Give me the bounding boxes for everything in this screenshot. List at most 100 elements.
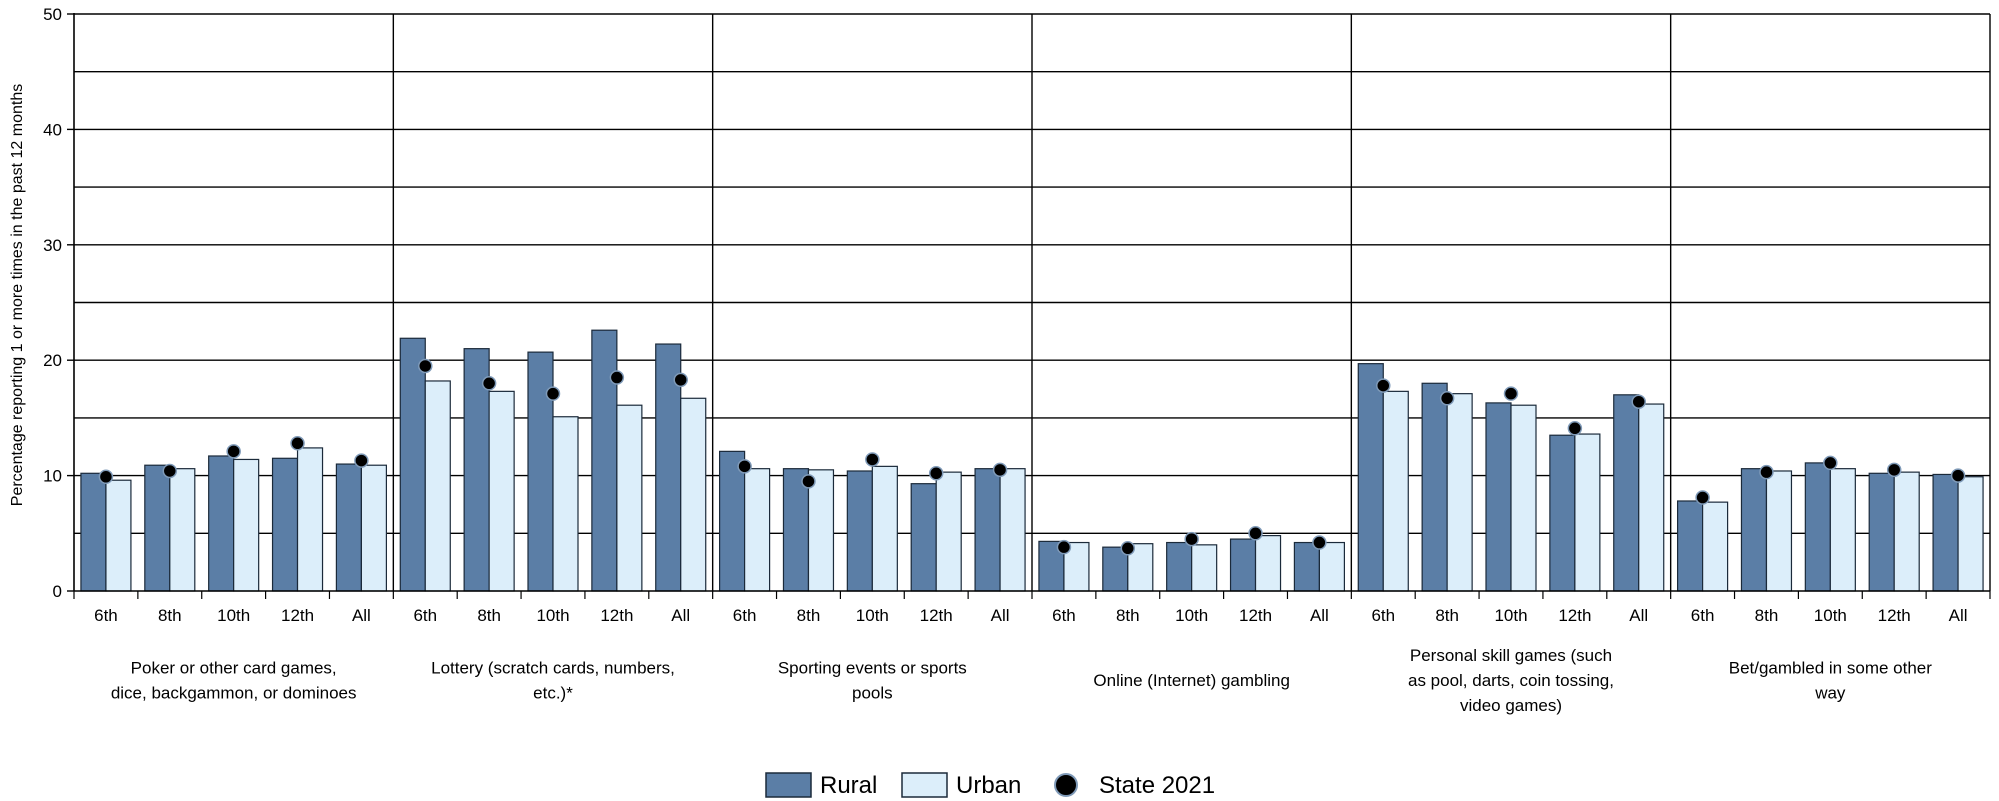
state-marker xyxy=(1886,462,1902,478)
y-tick-label: 10 xyxy=(43,467,62,486)
y-tick-label: 40 xyxy=(43,120,62,139)
x-tick-label: All xyxy=(1949,606,1968,625)
y-tick-label: 50 xyxy=(43,5,62,24)
state-marker xyxy=(1184,531,1199,547)
bar-rural xyxy=(1613,394,1640,592)
bar-rural xyxy=(1932,473,1959,592)
state-marker xyxy=(928,466,944,481)
group-label-line: video games) xyxy=(1460,696,1562,715)
x-tick-label: 12th xyxy=(600,606,633,625)
legend: Rural Urban State 2021 xyxy=(765,772,1215,799)
bar-rural xyxy=(974,468,1001,592)
bar-urban xyxy=(1701,501,1729,592)
bar-urban xyxy=(360,464,387,592)
bar-urban xyxy=(1510,404,1537,592)
x-tick-label: 10th xyxy=(856,606,889,625)
state-markers xyxy=(98,358,1966,556)
legend-swatch-rural xyxy=(765,772,812,798)
group-label: Online (Internet) gambling xyxy=(1093,671,1290,690)
x-tick-label: All xyxy=(1629,606,1648,625)
bar-urban xyxy=(743,468,771,592)
y-tick-labels: 0 10 20 30 40 50 xyxy=(43,5,62,601)
legend-marker-state xyxy=(1054,773,1078,797)
group-label-line: Personal skill games (such xyxy=(1410,646,1612,665)
bar-rural xyxy=(1485,402,1512,592)
x-tick-label: All xyxy=(671,606,690,625)
bar-urban xyxy=(1893,471,1920,592)
bar-rural xyxy=(1293,541,1321,592)
x-tick-label: 8th xyxy=(1116,606,1140,625)
group-label-line: Lottery (scratch cards, numbers, xyxy=(431,659,675,678)
state-marker xyxy=(1631,394,1646,409)
state-marker xyxy=(1695,490,1710,505)
x-tick-label: 12th xyxy=(920,606,953,625)
state-marker xyxy=(1248,526,1263,541)
state-marker xyxy=(98,469,114,485)
state-marker xyxy=(1056,539,1072,555)
group-label: Poker or other card games, dice, backgamm… xyxy=(111,659,357,703)
x-tick-label: 6th xyxy=(413,606,437,625)
bar-urban xyxy=(424,380,451,592)
group-label: Lottery (scratch cards, numbers, etc.)* xyxy=(431,659,675,703)
bar-urban xyxy=(1382,390,1409,592)
group-label-line: Bet/gambled in some other xyxy=(1729,659,1933,678)
state-marker xyxy=(992,462,1008,478)
bar-rural xyxy=(80,472,107,592)
x-tick-label: 10th xyxy=(536,606,569,625)
bar-urban xyxy=(552,416,579,592)
bar-rural xyxy=(1740,468,1768,592)
bar-urban xyxy=(1638,403,1665,592)
y-axis-label: Percentage reporting 1 or more times in … xyxy=(9,84,26,506)
state-marker xyxy=(226,444,241,459)
bar-rural xyxy=(1868,472,1895,592)
bar-urban xyxy=(680,397,707,592)
axes xyxy=(67,13,1991,599)
bar-rural xyxy=(1166,541,1193,592)
legend-label-rural: Rural xyxy=(820,772,877,799)
state-marker xyxy=(1503,386,1519,401)
bar-rural xyxy=(782,468,810,592)
group-label-line: Poker or other card games, xyxy=(131,659,337,678)
x-tick-label: 10th xyxy=(1814,606,1847,625)
x-tick-label: 8th xyxy=(1435,606,1459,625)
group-label-line: Sporting events or sports xyxy=(778,659,967,678)
bar-urban xyxy=(1574,433,1601,592)
state-marker xyxy=(673,372,688,388)
bar-rural xyxy=(591,329,618,592)
bar-urban xyxy=(807,469,835,592)
state-marker xyxy=(545,386,561,401)
x-tick-label: 10th xyxy=(1494,606,1527,625)
bar-urban xyxy=(105,479,132,592)
bar-urban xyxy=(935,471,962,592)
state-marker xyxy=(865,452,880,467)
state-marker xyxy=(481,376,497,391)
group-separators xyxy=(392,14,1991,591)
state-marker xyxy=(737,459,752,474)
group-label-line: etc.)* xyxy=(533,684,573,703)
state-marker xyxy=(1439,391,1455,406)
state-marker xyxy=(1567,421,1583,436)
x-tick-label: 10th xyxy=(217,606,250,625)
bar-urban xyxy=(1957,476,1984,592)
state-marker xyxy=(609,370,625,385)
bar-urban xyxy=(296,447,324,592)
group-label: Personal skill games (such as pool, darts… xyxy=(1408,646,1614,715)
group-label: Bet/gambled in some other way xyxy=(1729,659,1933,703)
bar-rural xyxy=(910,483,937,592)
state-marker xyxy=(418,358,433,374)
bars xyxy=(80,329,1984,592)
bar-urban xyxy=(169,468,196,592)
bar-rural xyxy=(718,450,746,592)
group-label-line: way xyxy=(1814,684,1846,703)
bar-urban xyxy=(1318,541,1346,592)
bar-urban xyxy=(616,404,643,592)
state-marker xyxy=(1376,378,1391,393)
x-tick-label: 8th xyxy=(477,606,501,625)
bar-rural xyxy=(1421,382,1448,592)
x-tick-label: 8th xyxy=(1755,606,1779,625)
y-tick-label: 0 xyxy=(53,582,62,601)
bar-urban xyxy=(1191,544,1218,592)
state-marker xyxy=(1823,455,1838,471)
group-label-line: as pool, darts, coin tossing, xyxy=(1408,671,1614,690)
bar-urban xyxy=(999,468,1026,592)
